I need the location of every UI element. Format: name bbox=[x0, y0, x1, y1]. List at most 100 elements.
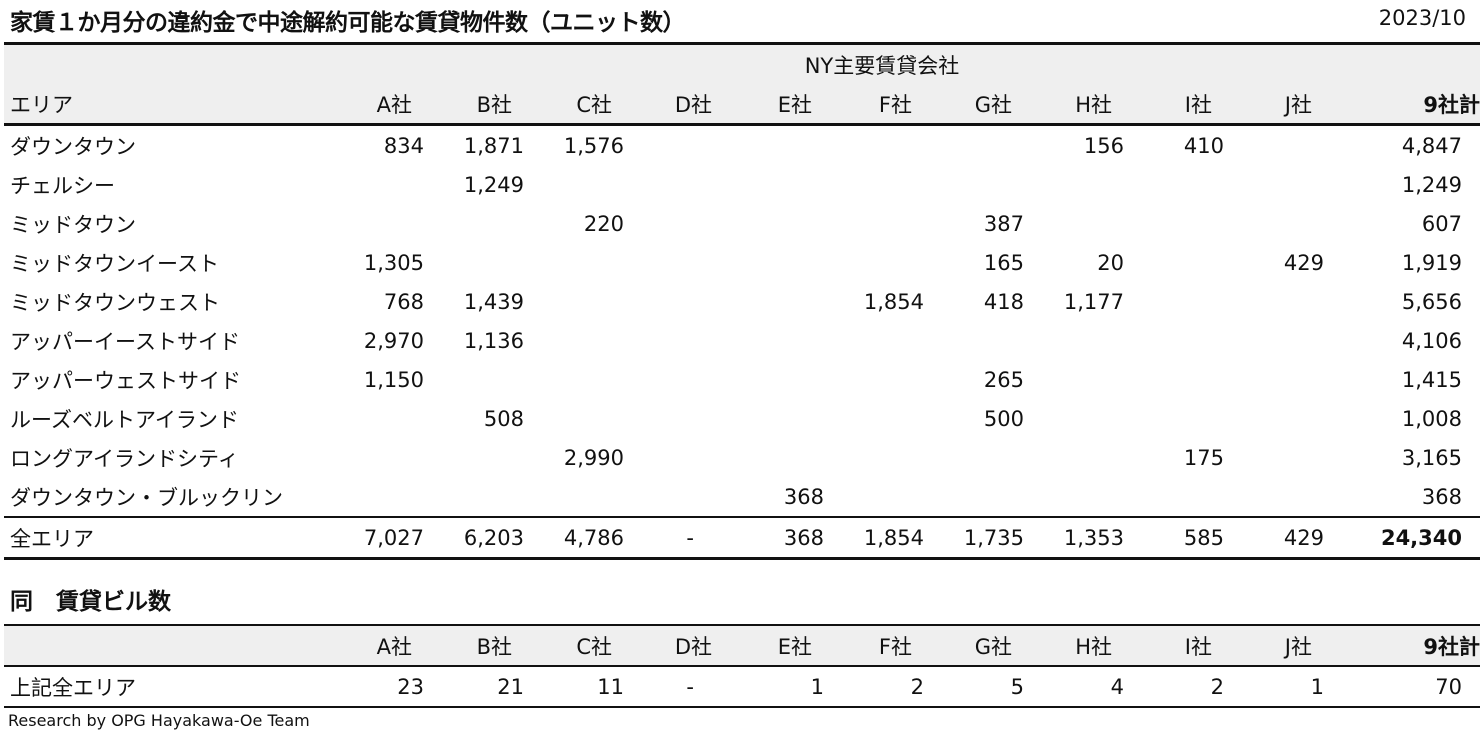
value-cell: 6,203 bbox=[424, 516, 524, 559]
column-header: B社 bbox=[424, 84, 524, 126]
buildings-table: A社 B社 C社 D社 E社 F社 G社 H社 I社 J社 9社計 上記全エリア 23 21 11-1 2 5 4… bbox=[4, 624, 1480, 708]
value-cell bbox=[624, 360, 724, 399]
value-cell: 2 bbox=[910, 674, 924, 699]
column-header: J社 bbox=[1224, 625, 1324, 667]
value-cell: 23 bbox=[397, 674, 424, 699]
value-cell: 368 bbox=[783, 484, 824, 509]
column-header: H社 bbox=[1024, 84, 1124, 126]
value-cell bbox=[1024, 477, 1124, 517]
column-header: H社 bbox=[1024, 625, 1124, 667]
value-cell bbox=[424, 360, 524, 399]
value-cell: 768 bbox=[383, 289, 424, 314]
area-name: 上記全エリア bbox=[10, 675, 136, 700]
column-header-label: 9社計 bbox=[1423, 634, 1480, 659]
table-row: チェルシー 1,249 1,249 bbox=[4, 165, 1480, 204]
area-header bbox=[4, 625, 324, 667]
column-header-label: A社 bbox=[376, 92, 412, 117]
value-cell: 1,735 bbox=[924, 516, 1024, 559]
group-header-spacer bbox=[4, 43, 324, 84]
column-header-label: H社 bbox=[1075, 634, 1112, 659]
value-cell bbox=[724, 165, 824, 204]
column-header-label: C社 bbox=[576, 92, 612, 117]
value-cell bbox=[824, 438, 924, 477]
column-header: D社 bbox=[624, 625, 724, 667]
value-cell bbox=[1124, 282, 1224, 321]
value-cell bbox=[724, 282, 824, 321]
area-name: ロングアイランドシティ bbox=[10, 446, 239, 471]
value-cell bbox=[824, 204, 924, 243]
value-cell bbox=[1224, 165, 1324, 204]
value-cell bbox=[1124, 477, 1224, 517]
column-header-row: エリア A社 B社 C社 D社 E社 F社 G社 H社 I社 J社 9社計 bbox=[4, 84, 1480, 126]
value-cell bbox=[524, 321, 624, 360]
column-header-label: C社 bbox=[576, 634, 612, 659]
value-cell: 1,136 bbox=[463, 328, 524, 353]
value-cell bbox=[324, 165, 424, 204]
total-cell: 4,106 bbox=[1401, 328, 1462, 353]
total-cell: 368 bbox=[1421, 484, 1462, 509]
table-row: アッパーイーストサイド 2,970 1,136 4,106 bbox=[4, 321, 1480, 360]
column-header-label: I社 bbox=[1184, 92, 1212, 117]
value-cell bbox=[724, 321, 824, 360]
value-cell: 2,990 bbox=[563, 445, 624, 470]
table-row: アッパーウェストサイド 1,150 265 1,415 bbox=[4, 360, 1480, 399]
column-header-label: 9社計 bbox=[1423, 92, 1480, 117]
area-name: ダウンタウン・ブルックリン bbox=[10, 485, 283, 510]
value-cell: 1,439 bbox=[463, 289, 524, 314]
area-name: チェルシー bbox=[10, 173, 115, 198]
value-cell bbox=[924, 438, 1024, 477]
value-cell: 387 bbox=[983, 211, 1024, 236]
value-cell bbox=[1024, 438, 1124, 477]
column-header: E社 bbox=[724, 625, 824, 667]
value-cell: 175 bbox=[1183, 445, 1224, 470]
value-cell: 834 bbox=[383, 133, 424, 158]
value-cell bbox=[1124, 165, 1224, 204]
value-cell bbox=[724, 399, 824, 438]
value-cell bbox=[1024, 165, 1124, 204]
total-cell: 70 bbox=[1435, 674, 1462, 699]
value-cell: 1,177 bbox=[1063, 289, 1124, 314]
column-header-label: F社 bbox=[878, 92, 912, 117]
total-cell: 1,415 bbox=[1401, 367, 1462, 392]
footer-credit: Research by OPG Hayakawa-Oe Team bbox=[8, 711, 310, 730]
value-cell bbox=[624, 399, 724, 438]
column-header: F社 bbox=[824, 625, 924, 667]
value-cell bbox=[1024, 360, 1124, 399]
column-header-label: G社 bbox=[974, 634, 1012, 659]
value-cell bbox=[624, 243, 724, 282]
table-row: ダウンタウン 834 1,871 1,576 156 410 4,847 bbox=[4, 125, 1480, 166]
value-cell bbox=[524, 243, 624, 282]
total-cell: 3,165 bbox=[1401, 445, 1462, 470]
value-cell: 5 bbox=[1010, 674, 1024, 699]
value-cell: 1,353 bbox=[1024, 516, 1124, 559]
value-cell bbox=[524, 282, 624, 321]
value-cell: 1,576 bbox=[563, 133, 624, 158]
area-name: ミッドタウンイースト bbox=[10, 251, 219, 276]
value-cell: 429 bbox=[1283, 250, 1324, 275]
group-header-row: NY主要賃貸会社 bbox=[4, 43, 1480, 84]
value-cell bbox=[1224, 399, 1324, 438]
value-cell: 410 bbox=[1183, 133, 1224, 158]
column-header: A社 bbox=[324, 625, 424, 667]
value-cell bbox=[724, 360, 824, 399]
column-header: I社 bbox=[1124, 84, 1224, 126]
value-cell: 4,786 bbox=[524, 516, 624, 559]
total-cell: 1,919 bbox=[1401, 250, 1462, 275]
area-name: ルーズベルトアイランド bbox=[10, 407, 239, 432]
column-header-label: I社 bbox=[1184, 634, 1212, 659]
value-cell bbox=[724, 204, 824, 243]
value-cell: 1 bbox=[1310, 674, 1324, 699]
value-cell bbox=[724, 438, 824, 477]
value-cell bbox=[1024, 321, 1124, 360]
value-cell bbox=[424, 243, 524, 282]
value-cell bbox=[924, 165, 1024, 204]
value-cell: 20 bbox=[1097, 250, 1124, 275]
value-cell bbox=[824, 477, 924, 517]
area-name: アッパーイーストサイド bbox=[10, 329, 240, 354]
value-cell bbox=[724, 125, 824, 166]
area-name: ミッドタウンウェスト bbox=[10, 290, 220, 315]
value-cell bbox=[1024, 204, 1124, 243]
column-header-label: J社 bbox=[1284, 634, 1312, 659]
value-cell: 429 bbox=[1224, 516, 1324, 559]
value-cell: 1,854 bbox=[824, 516, 924, 559]
